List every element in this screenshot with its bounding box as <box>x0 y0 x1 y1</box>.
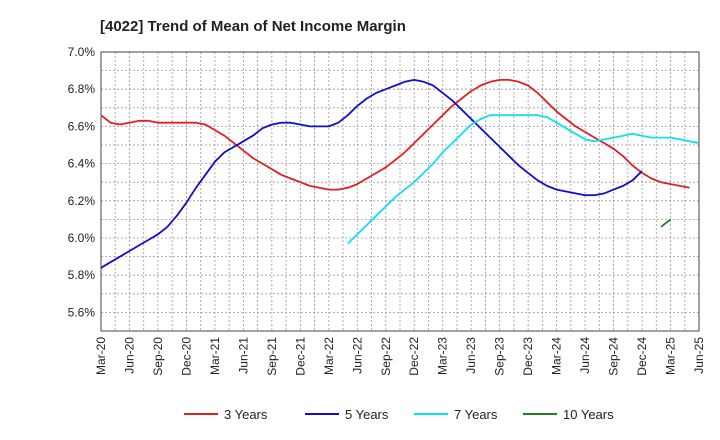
x-tick-label: Mar-23 <box>436 337 450 375</box>
series-lines <box>100 79 700 269</box>
plot-area <box>100 51 700 332</box>
x-tick-label: Jun-23 <box>464 337 478 374</box>
x-tick-label: Dec-22 <box>407 337 421 376</box>
x-tick-label: Sep-22 <box>379 337 393 376</box>
x-tick-label: Mar-22 <box>322 337 336 375</box>
series-line-7-years <box>347 114 700 245</box>
series-line-10-years <box>660 218 672 228</box>
legend-label: 10 Years <box>563 407 614 422</box>
x-axis: Mar-20 Jun-20 Sep-20 Dec-20 Mar-21 Jun-21 Sep-… <box>94 337 706 376</box>
x-tick-label: Dec-20 <box>179 337 193 376</box>
x-tick-label: Dec-23 <box>521 337 535 376</box>
x-tick-label: Dec-24 <box>635 337 649 376</box>
x-tick-label: Sep-21 <box>265 337 279 376</box>
x-tick-label: Jun-21 <box>236 337 250 374</box>
y-axis: 5.6% 5.8% 6.0% 6.2% 6.4% 6.6% 6.8% 7.0% <box>68 45 96 319</box>
x-tick-label: Sep-24 <box>607 337 621 376</box>
series-line-5-years <box>100 79 643 269</box>
y-tick-label: 7.0% <box>68 45 96 59</box>
chart-title: [4022] Trend of Mean of Net Income Margi… <box>100 18 406 35</box>
plot-frame <box>100 51 700 332</box>
x-tick-label: Sep-23 <box>493 337 507 376</box>
legend-label: 5 Years <box>345 407 389 422</box>
legend-label: 7 Years <box>454 407 498 422</box>
legend-label: 3 Years <box>224 407 268 422</box>
grid <box>100 51 700 332</box>
series-line-3-years <box>100 79 690 191</box>
y-tick-label: 6.8% <box>68 82 96 96</box>
legend: 3 Years 5 Years 7 Years 10 Years <box>184 407 614 422</box>
x-tick-label: Mar-25 <box>664 337 678 375</box>
y-tick-label: 6.6% <box>68 119 96 133</box>
x-tick-label: Jun-20 <box>122 337 136 374</box>
x-tick-label: Dec-21 <box>293 337 307 376</box>
x-tick-label: Mar-20 <box>94 337 108 375</box>
y-tick-label: 5.8% <box>68 268 96 282</box>
x-tick-label: Sep-20 <box>151 337 165 376</box>
y-tick-label: 6.2% <box>68 194 96 208</box>
x-tick-label: Mar-21 <box>208 337 222 375</box>
y-tick-label: 5.6% <box>68 305 96 319</box>
y-tick-label: 6.0% <box>68 231 96 245</box>
y-tick-label: 6.4% <box>68 157 96 171</box>
x-tick-label: Jun-25 <box>692 337 706 374</box>
x-tick-label: Mar-24 <box>550 337 564 375</box>
x-tick-label: Jun-24 <box>578 337 592 374</box>
x-tick-label: Jun-22 <box>350 337 364 374</box>
